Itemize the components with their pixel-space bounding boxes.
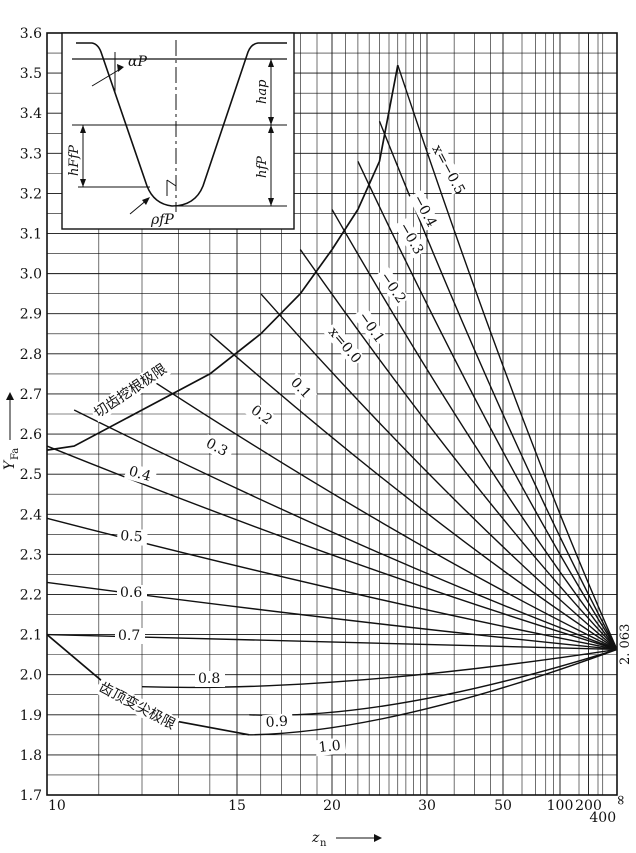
series-label-bg bbox=[124, 462, 158, 487]
series-label-bg bbox=[375, 266, 410, 308]
series-label: 0.7 bbox=[118, 628, 140, 644]
series-label-bg bbox=[262, 713, 294, 732]
series-label: 1.0 bbox=[318, 738, 342, 756]
series-line bbox=[73, 409, 618, 651]
inset-label-hfp: hfP bbox=[255, 156, 270, 178]
series-line bbox=[397, 64, 618, 650]
y-tick-label: 2.5 bbox=[20, 467, 42, 483]
boundary-label: 切齿挖根极限 bbox=[91, 361, 170, 421]
series-label: x=−0.5 bbox=[428, 142, 467, 197]
y-tick-label: 3.4 bbox=[20, 106, 42, 122]
series-label-bg bbox=[195, 671, 225, 687]
series-line bbox=[331, 209, 618, 650]
series-label-bg bbox=[314, 737, 347, 757]
series-label-bg bbox=[116, 527, 148, 546]
series-label: 0.6 bbox=[120, 585, 142, 601]
y-tick-label: 2.9 bbox=[20, 307, 42, 323]
x-tick-label: 15 bbox=[228, 798, 246, 814]
x-tick-label: 200 bbox=[575, 798, 602, 814]
y-tick-label: 2.1 bbox=[20, 628, 42, 644]
x-tick-label: 400 bbox=[589, 810, 616, 826]
series-line bbox=[249, 648, 618, 736]
x-tick-label: ∞ bbox=[613, 794, 629, 806]
series-line bbox=[357, 161, 618, 650]
plot-frame bbox=[46, 32, 618, 796]
y-tick-label: 3.1 bbox=[20, 227, 42, 243]
inset-label-alpha: αP bbox=[128, 54, 147, 70]
y-tick-label: 2.3 bbox=[20, 547, 42, 563]
y-tick-label: 2.8 bbox=[20, 347, 42, 363]
series-label: 0.8 bbox=[198, 671, 220, 687]
svg-text:Y: Y bbox=[2, 459, 18, 470]
series-label-bg bbox=[115, 628, 145, 644]
series-line bbox=[209, 333, 618, 651]
x-tick-label: 50 bbox=[494, 798, 512, 814]
inset-label-hffp: hFfP bbox=[67, 145, 82, 176]
series-label: −0.4 bbox=[409, 192, 439, 230]
series-label-bg bbox=[353, 306, 388, 347]
x-tick-label: 10 bbox=[48, 798, 66, 814]
convergence-label: 2. 063 bbox=[618, 624, 633, 665]
x-tick-label: 20 bbox=[323, 798, 341, 814]
series-label: 0.4 bbox=[127, 463, 153, 485]
tooth-profile-inset: αP hap hfP hFfP ρfP bbox=[61, 32, 295, 230]
y-tick-label: 3.6 bbox=[20, 26, 42, 42]
y-tick-label: 2.2 bbox=[20, 587, 42, 603]
x-tick-label: 30 bbox=[418, 798, 436, 814]
y-tick-label: 1.7 bbox=[20, 788, 42, 804]
x-axis-title: z n bbox=[311, 830, 382, 849]
x-tick-label: 100 bbox=[547, 798, 574, 814]
series-line bbox=[260, 293, 618, 650]
series-label-bg bbox=[117, 585, 147, 601]
boundary-label-bg bbox=[89, 359, 172, 423]
y-tick-label: 2.6 bbox=[20, 427, 42, 443]
series-label: 0.9 bbox=[265, 713, 288, 731]
series-label: 0.5 bbox=[120, 528, 143, 546]
series-line bbox=[249, 648, 618, 716]
boundary-label-bg bbox=[94, 677, 181, 734]
y-tick-label: 2.4 bbox=[20, 507, 42, 523]
series-label-bg bbox=[323, 321, 365, 368]
series-labels: x=−0.5−0.4−0.3−0.2−0.1x=0.00.10.20.30.40… bbox=[89, 139, 468, 757]
y-tick-label: 2.0 bbox=[20, 668, 42, 684]
series-label-bg bbox=[408, 189, 441, 231]
y-tick-label: 3.0 bbox=[20, 267, 42, 283]
y-tick-label: 2.7 bbox=[20, 387, 42, 403]
y-tick-label: 1.8 bbox=[20, 748, 42, 764]
axis-ticks: 1.7 1.8 1.9 2.0 2.1 2.2 2.3 2.4 2.5 2.6 2.7 2.8 2.9 3… bbox=[20, 26, 629, 826]
inset-label-hap: hap bbox=[255, 79, 270, 104]
y-tick-label: 3.5 bbox=[20, 66, 42, 82]
series-line bbox=[299, 249, 618, 650]
series-label-bg bbox=[245, 400, 279, 432]
series-label-bg bbox=[285, 372, 318, 406]
series-label-bg bbox=[394, 217, 427, 259]
series-line bbox=[141, 648, 618, 689]
y-axis-title: Y Fa bbox=[2, 392, 21, 470]
svg-text:Fa: Fa bbox=[10, 448, 21, 460]
inset-label-rho: ρfP bbox=[150, 212, 174, 228]
series-line bbox=[141, 373, 618, 651]
y-tick-label: 3.2 bbox=[20, 186, 42, 202]
svg-text:n: n bbox=[320, 838, 327, 849]
series-label-bg bbox=[427, 139, 467, 195]
series-label-bg bbox=[200, 433, 235, 463]
svg-text:z: z bbox=[311, 830, 320, 846]
y-tick-label: 1.9 bbox=[20, 708, 42, 724]
y-tick-label: 3.3 bbox=[20, 146, 42, 162]
